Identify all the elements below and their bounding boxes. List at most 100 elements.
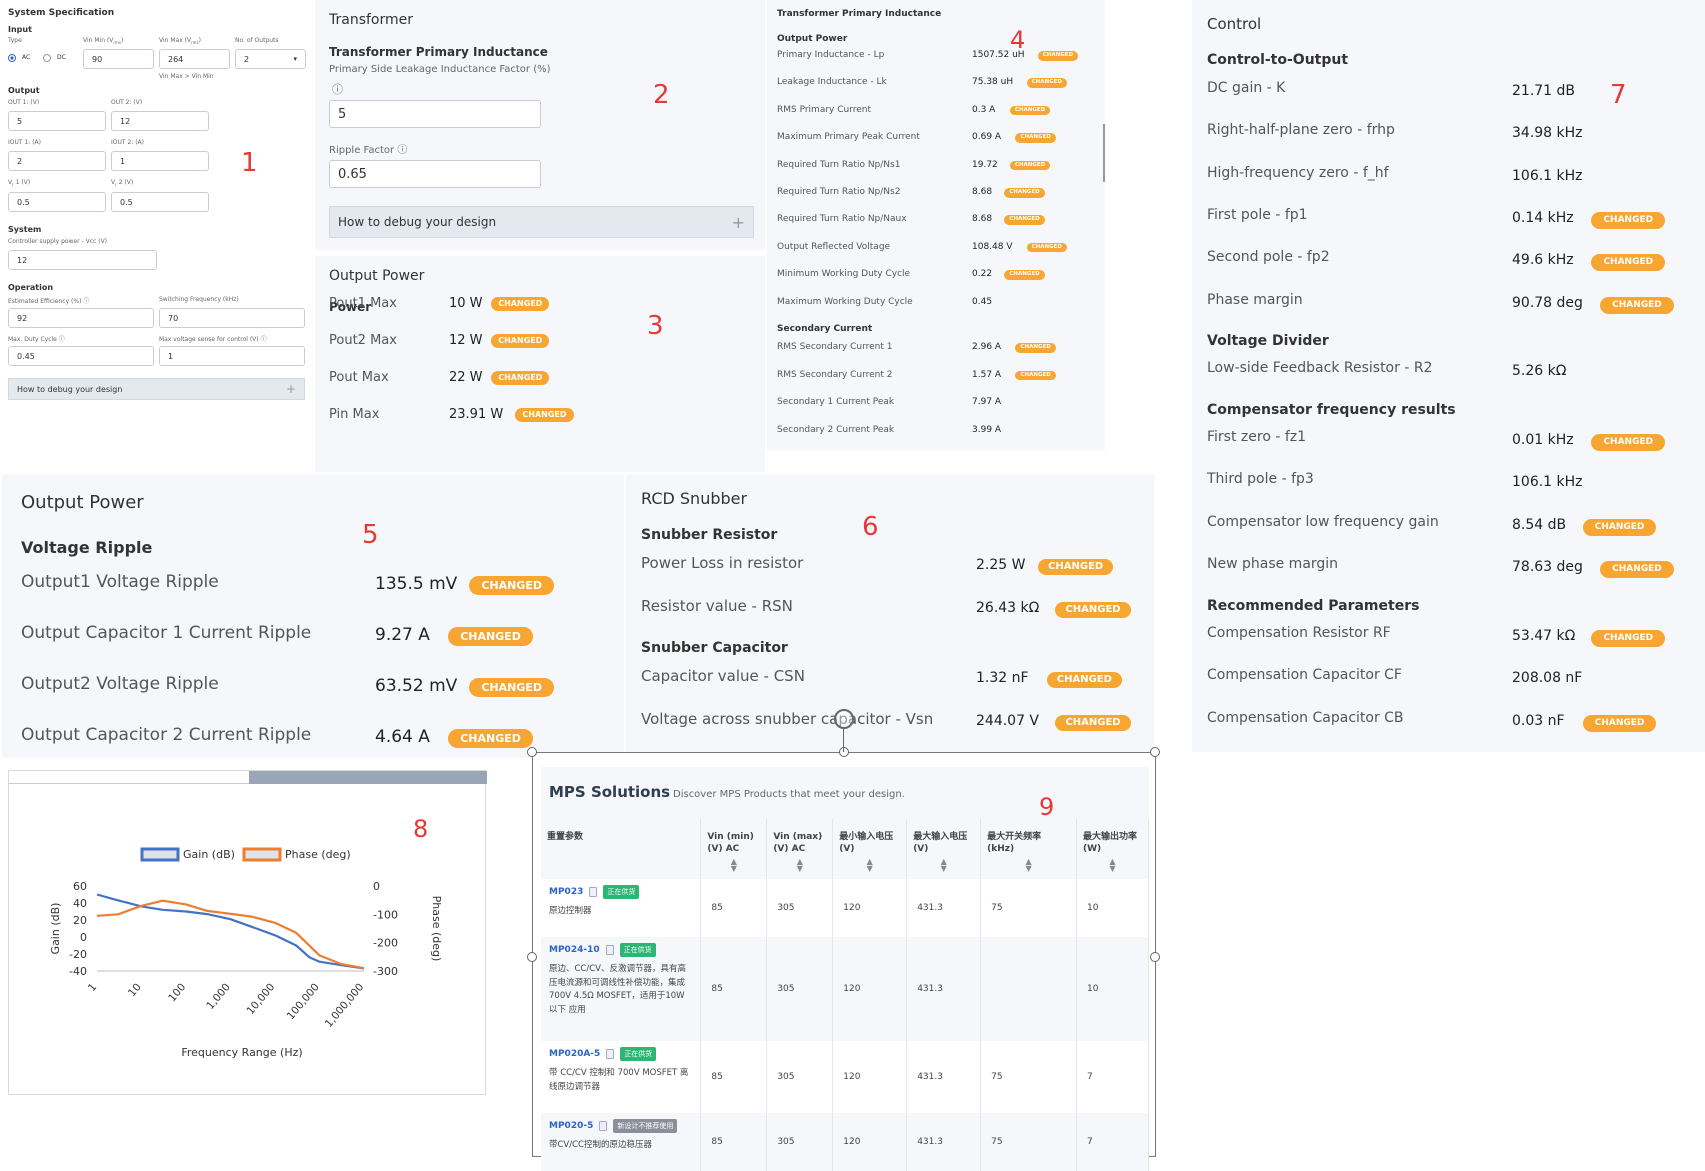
radio-ac[interactable] — [8, 54, 16, 62]
result-label: Required Turn Ratio Np/Ns1 — [777, 160, 900, 170]
vin-max-field[interactable]: 264 — [159, 49, 230, 69]
vr1-field[interactable]: 0.5 — [8, 192, 106, 212]
out2-field[interactable]: 12 — [111, 111, 209, 131]
y2-tick-label: -300 — [373, 965, 398, 978]
result-label: Compensation Capacitor CF — [1207, 667, 1402, 683]
result-label: Primary Inductance - Lp — [777, 50, 884, 60]
datasheet-icon[interactable] — [606, 1049, 614, 1059]
operation-heading: Operation — [8, 283, 53, 292]
sort-icon[interactable]: ▲ ▼ — [773, 859, 826, 872]
info-icon[interactable]: ⓘ — [261, 336, 267, 343]
result-label: DC gain - K — [1207, 80, 1285, 96]
sort-icon[interactable]: ▲ ▼ — [987, 859, 1070, 872]
iout1-label: IOUT 1: (A) — [8, 139, 41, 146]
part-number-link[interactable]: MP020A-5 — [549, 1049, 600, 1059]
result-value: 75.38 uH — [972, 77, 1013, 87]
rotate-handle[interactable] — [834, 709, 854, 729]
column-header[interactable]: 最大输出功率 (W)▲ ▼ — [1077, 819, 1149, 879]
outputs-label: No. of Outputs — [235, 37, 279, 44]
resize-handle[interactable] — [527, 952, 537, 962]
datasheet-icon[interactable] — [599, 1121, 607, 1131]
sort-icon[interactable]: ▲ ▼ — [839, 859, 900, 872]
sort-icon[interactable]: ▲ ▼ — [707, 859, 760, 872]
column-header[interactable]: Vin (max) (V) AC▲ ▼ — [767, 819, 833, 879]
out1-field[interactable]: 5 — [8, 111, 106, 131]
result-value: 0.69 A — [972, 132, 1001, 142]
ripple-label: Ripple Factor ⓘ — [329, 141, 407, 156]
vin-min-field[interactable]: 90 — [83, 49, 154, 69]
table-cell: 85 — [701, 1041, 767, 1113]
datasheet-icon[interactable] — [606, 945, 614, 955]
datasheet-icon[interactable] — [589, 887, 597, 897]
column-header[interactable]: 最大开关频率 (kHz)▲ ▼ — [981, 819, 1077, 879]
part-number-link[interactable]: MP023 — [549, 887, 583, 897]
resize-handle[interactable] — [839, 747, 849, 757]
resize-handle[interactable] — [1150, 747, 1160, 757]
scrollbar[interactable] — [1103, 124, 1105, 182]
info-icon[interactable]: ⓘ — [397, 145, 407, 156]
duty-field[interactable]: 0.45 — [8, 346, 154, 366]
result-value: 8.54 dB — [1512, 517, 1566, 533]
debug-accordion[interactable]: How to debug your design + — [8, 378, 305, 400]
table-cell: 305 — [767, 1041, 833, 1113]
info-icon[interactable]: ⓘ — [332, 81, 343, 97]
vin-min-label: Vin Min (Vrms) — [83, 37, 123, 45]
result-label: RMS Secondary Current 2 — [777, 370, 893, 380]
sort-icon[interactable]: ▲ ▼ — [1083, 859, 1142, 872]
ripple-field[interactable]: 0.65 — [329, 160, 541, 188]
iout2-field[interactable]: 1 — [111, 151, 209, 171]
column-header[interactable]: 重置参数 — [541, 819, 701, 879]
vcc-field[interactable]: 12 — [8, 250, 157, 270]
result-value: 34.98 kHz — [1512, 125, 1583, 141]
solutions-table: 重置参数 Vin (min) (V) AC▲ ▼Vin (max) (V) AC▲… — [541, 819, 1149, 1171]
subsection-title: Voltage Divider — [1207, 333, 1329, 349]
vr1-label: Vr 1 (V) — [8, 179, 30, 187]
outputs-select[interactable]: 2▾ — [235, 49, 306, 69]
annotation-marker: 1 — [241, 148, 258, 178]
result-label: Output1 Voltage Ripple — [21, 572, 219, 592]
sort-icon[interactable]: ▲ ▼ — [913, 859, 974, 872]
vsense-field[interactable]: 1 — [159, 346, 305, 366]
part-number-link[interactable]: MP020-5 — [549, 1121, 593, 1131]
resize-handle[interactable] — [1150, 952, 1160, 962]
result-label: Phase margin — [1207, 292, 1303, 308]
result-value: 1.32 nF — [976, 670, 1029, 686]
x-tick-label: 10 — [126, 981, 144, 999]
vr2-field[interactable]: 0.5 — [111, 192, 209, 212]
fsw-field[interactable]: 70 — [159, 308, 305, 328]
table-cell: 10 — [1077, 879, 1149, 937]
result-label: RMS Secondary Current 1 — [777, 342, 893, 352]
info-icon[interactable]: ⓘ — [83, 298, 89, 305]
efficiency-field[interactable]: 92 — [8, 308, 154, 328]
column-header[interactable]: 最大输入电压 (V)▲ ▼ — [907, 819, 981, 879]
resize-handle[interactable] — [527, 747, 537, 757]
part-number-link[interactable]: MP024-10 — [549, 945, 600, 955]
result-value: 0.14 kHz — [1512, 210, 1574, 226]
info-icon[interactable]: ⓘ — [59, 336, 65, 343]
changed-badge: CHANGED — [1027, 243, 1067, 253]
x-tick-label: 1,000 — [204, 981, 233, 1012]
column-header[interactable]: Vin (min) (V) AC▲ ▼ — [701, 819, 767, 879]
radio-dc[interactable] — [43, 54, 51, 62]
iout1-field[interactable]: 2 — [8, 151, 106, 171]
changed-badge: CHANGED — [1591, 212, 1665, 229]
column-header-label: 重置参数 — [547, 831, 694, 843]
changed-badge: CHANGED — [1038, 51, 1078, 61]
table-cell: 10 — [1077, 937, 1149, 1041]
column-header[interactable]: 最小输入电压 (V)▲ ▼ — [833, 819, 907, 879]
debug-accordion[interactable]: How to debug your design + — [329, 206, 754, 238]
result-value: 9.27 A — [375, 625, 430, 645]
leakage-field[interactable]: 5 — [329, 100, 541, 128]
